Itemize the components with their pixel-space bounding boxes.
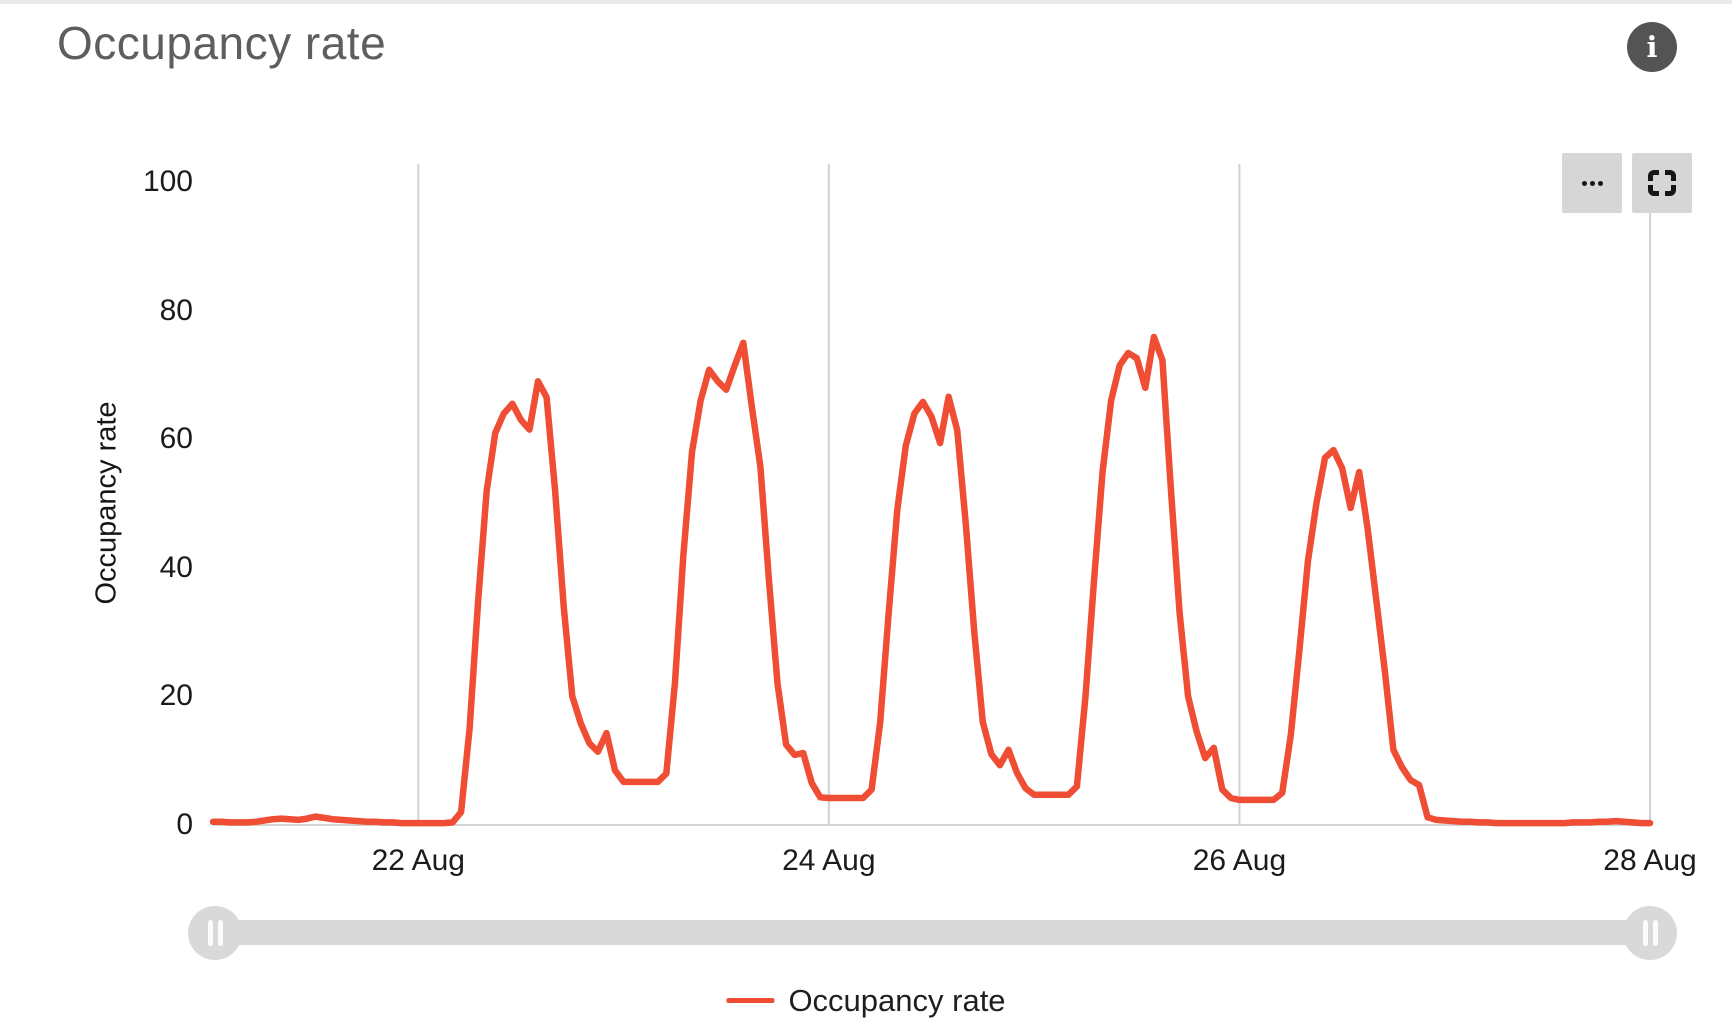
slider-handle-left[interactable] <box>188 906 242 960</box>
y-tick-label: 100 <box>142 165 193 198</box>
x-tick-label: 22 Aug <box>371 844 465 877</box>
y-tick-label: 20 <box>159 679 193 713</box>
fullscreen-button[interactable] <box>1632 153 1692 213</box>
legend-line-swatch <box>726 998 775 1003</box>
series-line[interactable] <box>209 333 1654 827</box>
chart-toolbar <box>1562 153 1692 213</box>
slider-handle-right[interactable] <box>1623 906 1677 960</box>
ellipsis-icon <box>1581 180 1603 186</box>
y-tick-label: 0 <box>176 808 193 841</box>
info-button[interactable]: i <box>1627 22 1677 72</box>
x-tick-label: 26 Aug <box>1192 844 1287 877</box>
x-tick-label: 28 Aug <box>1603 844 1697 877</box>
x-tick-label: 24 Aug <box>782 844 876 877</box>
top-divider <box>0 0 1732 4</box>
y-axis-title: Occupancy rate <box>90 401 123 605</box>
y-tick-label: 60 <box>159 422 193 456</box>
fullscreen-icon <box>1648 170 1676 196</box>
drag-handle-icon <box>1642 920 1648 946</box>
info-icon: i <box>1646 29 1658 64</box>
y-tick-label: 40 <box>159 550 193 584</box>
y-tick-label: 80 <box>159 293 193 327</box>
legend-label: Occupancy rate <box>788 983 1006 1018</box>
legend-item[interactable]: Occupancy rate <box>726 983 1006 1018</box>
chart-menu-button[interactable] <box>1562 153 1622 213</box>
page-title: Occupancy rate <box>57 17 387 69</box>
drag-handle-icon <box>217 920 223 946</box>
drag-handle-icon <box>1652 920 1658 946</box>
slider-track[interactable] <box>215 920 1652 945</box>
drag-handle-icon <box>207 920 213 946</box>
